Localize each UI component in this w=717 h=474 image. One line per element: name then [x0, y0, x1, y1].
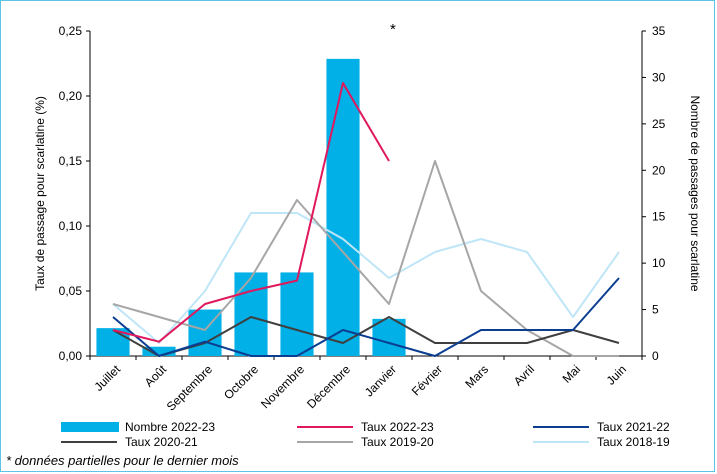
bar-nombre-2022-23 — [142, 346, 176, 356]
x-tick-label: Avril — [511, 362, 537, 388]
left-tick-label: 0,00 — [59, 349, 83, 363]
right-tick-label: 0 — [652, 349, 659, 363]
series-line-taux-2019-20 — [112, 160, 619, 357]
series-line-taux-2022-23 — [112, 82, 390, 343]
right-tick-label: 5 — [652, 303, 659, 317]
legend-swatch-nombre-2022-23 — [61, 422, 119, 432]
legend-label-taux-2019-20: Taux 2019-20 — [361, 435, 434, 449]
legend-label-taux-2018-19: Taux 2018-19 — [597, 435, 670, 449]
series-line-taux-2018-19 — [112, 212, 620, 344]
left-axis-title: Taux de passage pour scarlatine (%) — [33, 96, 47, 291]
bar-nombre-2022-23 — [280, 272, 314, 356]
footnote: * données partielles pour le dernier moi… — [6, 453, 239, 468]
x-tick-label: Janvier — [362, 362, 399, 399]
right-tick-label: 35 — [652, 24, 666, 38]
legend-label-taux-2022-23: Taux 2022-23 — [361, 420, 434, 434]
legend-label-taux-2020-21: Taux 2020-21 — [125, 435, 198, 449]
right-tick-label: 10 — [652, 256, 666, 270]
left-tick-label: 0,25 — [59, 24, 83, 38]
right-tick-label: 30 — [652, 70, 666, 84]
x-tick-label: Août — [142, 362, 170, 390]
x-tick-label: Décembre — [304, 362, 353, 411]
x-tick-label: Octobre — [221, 362, 261, 402]
x-tick-label: Mai — [560, 362, 584, 386]
x-tick-label: Juin — [604, 362, 629, 387]
x-tick-label: Juillet — [92, 362, 124, 394]
partial-data-marker: * — [390, 21, 396, 38]
left-tick-label: 0,05 — [59, 284, 83, 298]
x-tick-label: Mars — [462, 362, 491, 391]
bar-nombre-2022-23 — [234, 272, 268, 356]
right-tick-label: 20 — [652, 163, 666, 177]
bar-nombre-2022-23 — [326, 58, 360, 356]
left-tick-label: 0,10 — [59, 219, 83, 233]
x-tick-label: Février — [409, 362, 445, 398]
bar-nombre-2022-23 — [372, 318, 406, 356]
x-tick-label: Novembre — [258, 362, 307, 411]
series-line-taux-2020-21 — [112, 316, 620, 357]
left-tick-label: 0,15 — [59, 154, 83, 168]
right-axis-title: Nombre de passages pour scarlatine — [688, 95, 702, 291]
left-tick-label: 0,20 — [59, 89, 83, 103]
legend-label-nombre-2022-23: Nombre 2022-23 — [125, 420, 215, 434]
x-tick-label: Septembre — [164, 362, 216, 414]
series-line-taux-2021-22 — [112, 277, 620, 357]
right-tick-label: 15 — [652, 210, 666, 224]
legend-label-taux-2021-22: Taux 2021-22 — [597, 420, 670, 434]
right-tick-label: 25 — [652, 117, 666, 131]
